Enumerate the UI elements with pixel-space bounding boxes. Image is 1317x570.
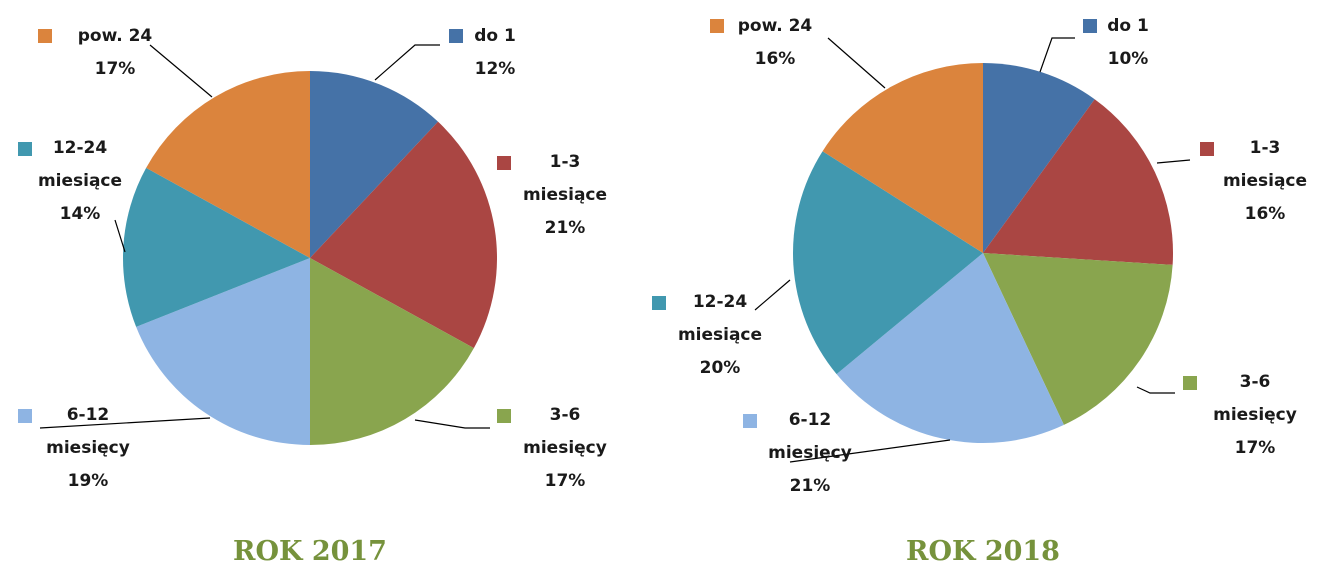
value-label: 21% [544, 218, 586, 238]
legend-marker [497, 409, 511, 423]
leader-line [149, 44, 213, 98]
pie-slice [983, 253, 1173, 425]
category-label: 6-12 miesięcy [46, 405, 130, 458]
leader-line [827, 37, 886, 89]
leader-line [1156, 159, 1191, 164]
value-label: 12% [474, 59, 516, 79]
value-label: 17% [1234, 438, 1276, 458]
pie-slice [310, 71, 439, 258]
value-label: 10% [1107, 49, 1149, 69]
pie-slice [822, 63, 983, 253]
category-label: pow. 24 [737, 16, 813, 36]
leader-line [39, 417, 211, 429]
category-label: 3-6 miesięcy [1213, 372, 1297, 425]
pie-slice [136, 258, 310, 445]
leader-line [414, 419, 490, 429]
category-label: 1-3 miesiące [1222, 138, 1308, 191]
category-label: do 1 [474, 26, 516, 46]
legend-marker [743, 414, 757, 428]
leader-line [374, 44, 440, 81]
value-label: 17% [94, 59, 136, 79]
legend-marker [652, 296, 666, 310]
category-label: 12-24 miesiące [37, 138, 123, 191]
legend-marker [449, 29, 463, 43]
chart-title: ROK 2018 [906, 536, 1060, 567]
pie-slice [983, 99, 1174, 265]
pie-slice [983, 63, 1095, 253]
value-label: 20% [699, 358, 741, 378]
legend-marker [1200, 142, 1214, 156]
legend-marker [18, 142, 32, 156]
category-label: 3-6 miesięcy [523, 405, 607, 458]
leader-line [114, 219, 126, 253]
leader-line [754, 279, 791, 311]
leader-line [1039, 37, 1075, 73]
pie-slice [310, 258, 474, 445]
value-label: 19% [67, 471, 109, 491]
category-label: do 1 [1107, 16, 1149, 36]
legend-marker [1183, 376, 1197, 390]
pie-slice [122, 167, 310, 327]
category-label: 12-24 miesiące [677, 292, 763, 345]
pie-slice [310, 121, 498, 349]
category-label: 1-3 miesiące [522, 152, 608, 205]
value-label: 14% [59, 204, 101, 224]
legend-marker [18, 409, 32, 423]
value-label: 16% [754, 49, 796, 69]
value-label: 16% [1244, 204, 1286, 224]
pie-slice [792, 151, 983, 375]
leader-line [789, 439, 951, 463]
value-label: 21% [789, 476, 831, 496]
leader-line [1136, 386, 1175, 394]
legend-marker [497, 156, 511, 170]
value-label: 17% [544, 471, 586, 491]
legend-marker [1083, 19, 1097, 33]
category-label: 6-12 miesięcy [768, 410, 852, 463]
chart-title: ROK 2017 [233, 536, 387, 567]
category-label: pow. 24 [77, 26, 153, 46]
legend-marker [710, 19, 724, 33]
pie-slice [836, 253, 1064, 444]
pie-slice [146, 71, 310, 258]
legend-marker [38, 29, 52, 43]
